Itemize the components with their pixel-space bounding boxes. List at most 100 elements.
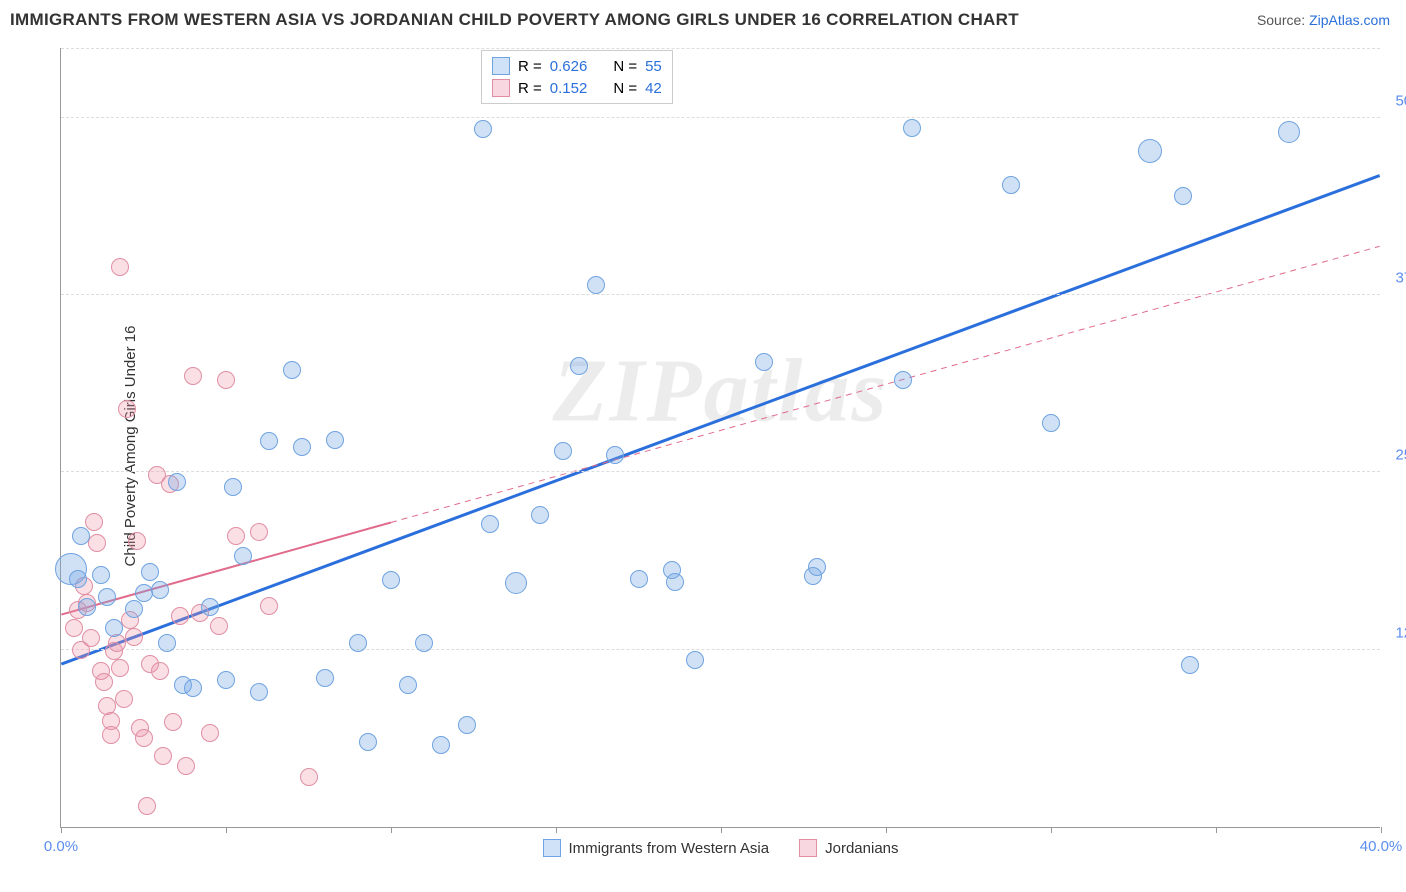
data-point — [135, 729, 153, 747]
data-point — [72, 527, 90, 545]
data-point — [505, 572, 527, 594]
legend-label: Jordanians — [825, 840, 898, 857]
legend-row: R =0.152N =42 — [492, 77, 662, 99]
watermark: ZIPatlas — [552, 339, 888, 442]
gridline — [61, 649, 1380, 650]
data-point — [894, 371, 912, 389]
legend-swatch — [542, 839, 560, 857]
data-point — [293, 438, 311, 456]
data-point — [1181, 656, 1199, 674]
data-point — [227, 527, 245, 545]
data-point — [154, 747, 172, 765]
legend-n-label: N = — [613, 58, 637, 75]
data-point — [135, 584, 153, 602]
chart-title: IMMIGRANTS FROM WESTERN ASIA VS JORDANIA… — [10, 10, 1019, 30]
legend-label: Immigrants from Western Asia — [568, 840, 769, 857]
x-tick — [226, 827, 227, 833]
source-link[interactable]: ZipAtlas.com — [1309, 12, 1390, 28]
data-point — [177, 757, 195, 775]
data-point — [98, 588, 116, 606]
series-legend: Immigrants from Western Asia Jordanians — [542, 839, 898, 857]
data-point — [300, 768, 318, 786]
data-point — [171, 607, 189, 625]
data-point — [587, 276, 605, 294]
gridline — [61, 471, 1380, 472]
x-tick-label: 40.0% — [1360, 838, 1403, 855]
data-point — [250, 523, 268, 541]
data-point — [85, 513, 103, 531]
data-point — [349, 634, 367, 652]
data-point — [210, 617, 228, 635]
data-point — [399, 676, 417, 694]
data-point — [531, 506, 549, 524]
data-point — [88, 534, 106, 552]
data-point — [125, 600, 143, 618]
legend-r-value: 0.152 — [550, 80, 588, 97]
x-tick — [1051, 827, 1052, 833]
x-tick — [61, 827, 62, 833]
data-point — [554, 442, 572, 460]
data-point — [92, 566, 110, 584]
x-tick — [391, 827, 392, 833]
legend-n-label: N = — [613, 80, 637, 97]
y-tick-label: 37.5% — [1395, 270, 1406, 287]
data-point — [138, 797, 156, 815]
data-point — [666, 573, 684, 591]
data-point — [808, 558, 826, 576]
data-point — [82, 629, 100, 647]
data-point — [102, 726, 120, 744]
data-point — [118, 400, 136, 418]
y-tick-label: 25.0% — [1395, 447, 1406, 464]
data-point — [234, 547, 252, 565]
chart-header: IMMIGRANTS FROM WESTERN ASIA VS JORDANIA… — [0, 0, 1406, 40]
data-point — [1138, 139, 1162, 163]
data-point — [1042, 414, 1060, 432]
legend-n-value: 55 — [645, 58, 662, 75]
data-point — [141, 563, 159, 581]
data-point — [1278, 121, 1300, 143]
data-point — [326, 431, 344, 449]
data-point — [474, 120, 492, 138]
data-point — [686, 651, 704, 669]
data-point — [382, 571, 400, 589]
data-point — [606, 446, 624, 464]
gridline — [61, 117, 1380, 118]
data-point — [65, 619, 83, 637]
data-point — [217, 671, 235, 689]
data-point — [481, 515, 499, 533]
legend-row: R =0.626N =55 — [492, 55, 662, 77]
gridline — [61, 48, 1380, 49]
data-point — [125, 628, 143, 646]
trend-lines — [61, 48, 1380, 827]
data-point — [105, 619, 123, 637]
data-point — [164, 713, 182, 731]
data-point — [184, 367, 202, 385]
data-point — [224, 478, 242, 496]
data-point — [250, 683, 268, 701]
data-point — [903, 119, 921, 137]
data-point — [151, 662, 169, 680]
data-point — [458, 716, 476, 734]
correlation-legend: R =0.626N =55R =0.152N =42 — [481, 50, 673, 104]
legend-n-value: 42 — [645, 80, 662, 97]
data-point — [95, 673, 113, 691]
data-point — [316, 669, 334, 687]
data-point — [260, 597, 278, 615]
data-point — [151, 581, 169, 599]
x-tick-label: 0.0% — [44, 838, 78, 855]
x-tick — [1216, 827, 1217, 833]
y-tick-label: 12.5% — [1395, 624, 1406, 641]
data-point — [755, 353, 773, 371]
legend-swatch — [799, 839, 817, 857]
data-point — [201, 598, 219, 616]
x-tick — [721, 827, 722, 833]
data-point — [260, 432, 278, 450]
data-point — [69, 570, 87, 588]
legend-swatch — [492, 57, 510, 75]
data-point — [111, 258, 129, 276]
data-point — [630, 570, 648, 588]
legend-item: Jordanians — [799, 839, 898, 857]
data-point — [111, 659, 129, 677]
gridline — [61, 294, 1380, 295]
source-label: Source: — [1257, 12, 1309, 28]
